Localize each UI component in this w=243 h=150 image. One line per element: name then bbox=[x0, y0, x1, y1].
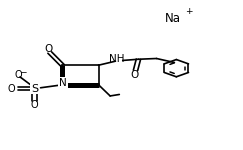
Text: Na: Na bbox=[165, 12, 181, 25]
Text: S: S bbox=[31, 84, 38, 93]
Text: +: + bbox=[185, 7, 193, 16]
Text: O: O bbox=[130, 70, 139, 80]
Text: −: − bbox=[19, 67, 26, 76]
Text: O: O bbox=[7, 84, 15, 93]
Text: O: O bbox=[44, 44, 53, 54]
Text: O: O bbox=[14, 70, 22, 80]
Text: N: N bbox=[59, 78, 67, 88]
Text: methyl: methyl bbox=[111, 97, 115, 99]
Text: O: O bbox=[31, 100, 38, 110]
Text: NH: NH bbox=[109, 54, 124, 64]
